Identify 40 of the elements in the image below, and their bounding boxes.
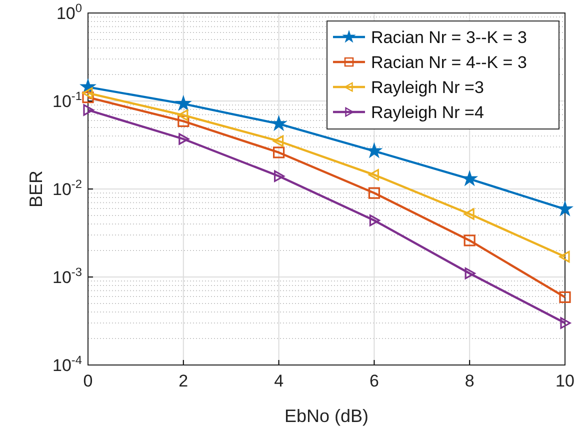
point — [178, 133, 190, 145]
point — [83, 104, 94, 116]
x-tick-label: 6 — [369, 372, 379, 391]
point — [369, 214, 380, 226]
y-tick-label: 10$^{-2}$ — [52, 176, 82, 199]
y-tick-label: 10$^{-1}$ — [52, 88, 82, 111]
legend-label: Racian Nr = 3--K = 3 — [371, 28, 527, 47]
point — [178, 115, 190, 127]
point — [273, 146, 285, 158]
point — [368, 169, 379, 181]
point — [178, 109, 188, 121]
point — [464, 208, 474, 220]
point — [559, 250, 570, 263]
point — [368, 187, 380, 199]
point — [367, 144, 382, 157]
point — [82, 87, 93, 99]
x-tick-label: 10 — [556, 372, 574, 391]
point — [560, 317, 571, 329]
y-axis-title: BER — [26, 170, 46, 208]
x-tick-label: 2 — [178, 372, 188, 391]
point — [558, 202, 572, 216]
point — [273, 135, 284, 147]
y-tick-label: 10$^{0}$ — [56, 0, 82, 23]
point — [559, 291, 571, 303]
point — [464, 234, 476, 246]
y-tick-label: 10$^{-4}$ — [52, 352, 82, 375]
legend-label: Racian Nr = 4--K = 3 — [371, 52, 527, 72]
x-tick-label: 8 — [464, 372, 474, 391]
x-tick-label: 0 — [83, 372, 93, 391]
x-tick-label: 4 — [274, 372, 284, 391]
legend-label: Rayleigh Nr =4 — [371, 102, 484, 122]
point — [464, 268, 476, 280]
point — [272, 116, 286, 130]
legend-label: Rayleigh Nr =3 — [371, 78, 484, 97]
x-axis-title: EbNo (dB) — [284, 406, 369, 426]
point — [462, 172, 476, 185]
point — [274, 170, 285, 182]
y-tick-label: 10$^{-3}$ — [52, 264, 82, 287]
point — [82, 92, 94, 104]
point — [176, 96, 190, 110]
